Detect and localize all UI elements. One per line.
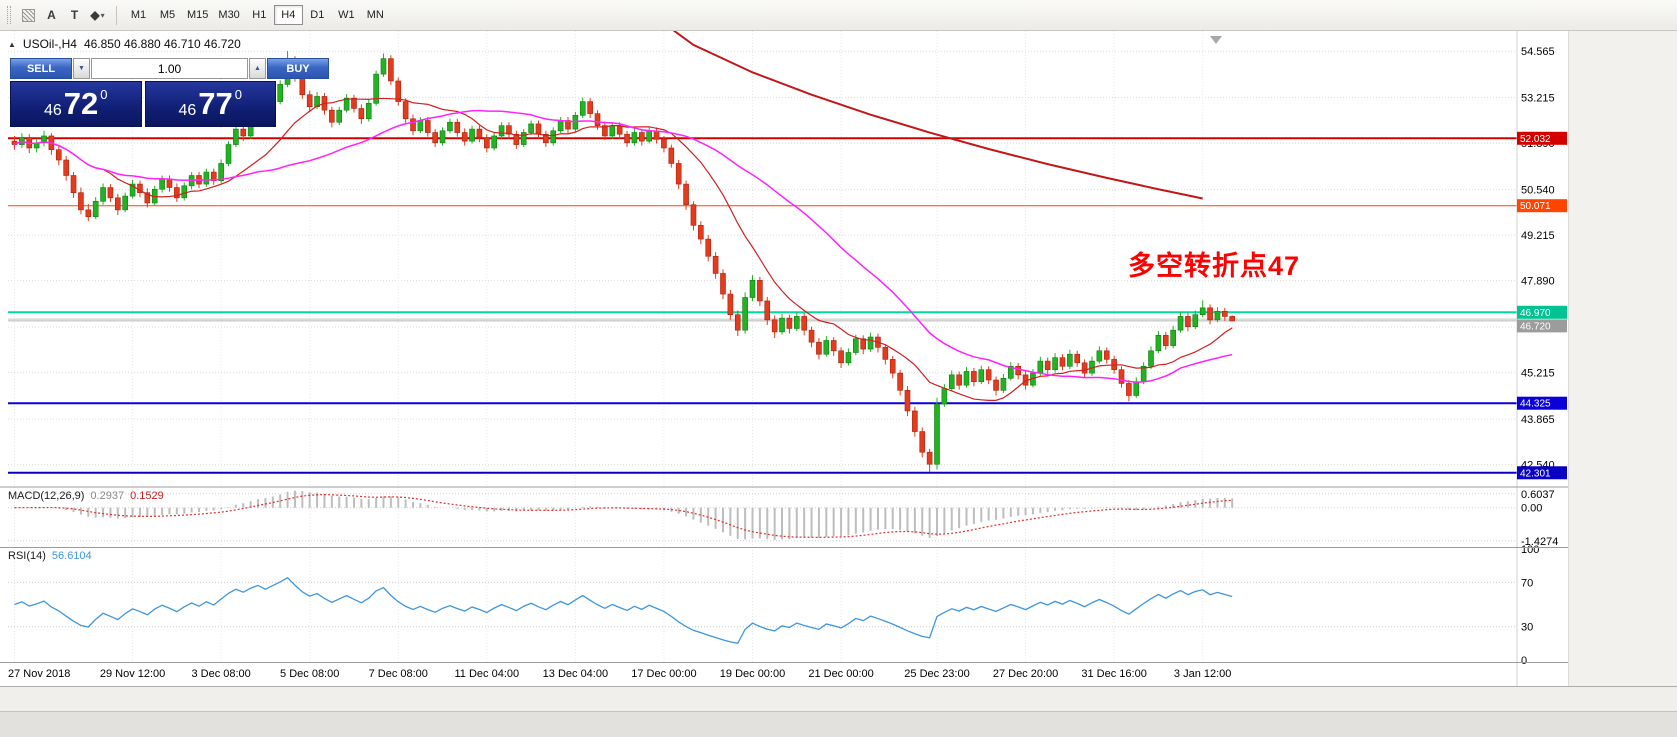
buy-price-display[interactable]: 46 77 0 [144, 81, 276, 127]
price-axis[interactable]: 54.56553.21551.89050.54049.21547.89046.5… [1516, 31, 1568, 686]
text-label-tool-icon[interactable]: T [70, 8, 79, 22]
timeframe-button-m1[interactable]: M1 [130, 9, 147, 21]
horizontal-level-lines [8, 137, 1517, 474]
svg-text:46.970: 46.970 [1520, 308, 1551, 319]
timeframe-button-m15[interactable]: M15 [187, 9, 209, 21]
svg-text:50.071: 50.071 [1520, 201, 1551, 212]
shapes-tool-icon[interactable]: ◆ ▾ [90, 8, 105, 22]
dropdown-caret-icon[interactable]: ▾ [100, 10, 105, 20]
svg-text:17 Dec 00:00: 17 Dec 00:00 [631, 668, 696, 680]
svg-text:27 Nov 2018: 27 Nov 2018 [8, 668, 70, 680]
drawing-tools-group: A T ◆ ▾ [17, 5, 109, 26]
one-click-collapse-icon[interactable]: ▲ [8, 39, 16, 49]
svg-text:100: 100 [1521, 544, 1539, 556]
timeframe-button-w1[interactable]: W1 [338, 9, 355, 21]
buy-price-frac: 0 [234, 87, 242, 102]
timeframe-button-d1[interactable]: D1 [310, 9, 325, 21]
volume-decrease-button[interactable]: ▼ [73, 58, 90, 79]
sell-price-int: 46 [43, 102, 62, 119]
text-tool-icon[interactable]: A [47, 8, 56, 22]
sell-price-frac: 0 [100, 87, 108, 102]
svg-text:53.215: 53.215 [1521, 93, 1555, 105]
timeframe-button-h1[interactable]: H1 [252, 9, 267, 21]
timeframe-button-mn[interactable]: MN [366, 9, 384, 21]
rsi-indicator [8, 576, 1516, 645]
timeframe-button-h4[interactable]: H4 [273, 5, 303, 25]
svg-text:50.540: 50.540 [1521, 185, 1555, 197]
svg-text:11 Dec 04:00: 11 Dec 04:00 [455, 668, 520, 680]
moving-averages [14, 1, 1233, 401]
shift-marker-icon [1210, 36, 1222, 44]
panel-separators [0, 486, 1568, 663]
toolbar: A T ◆ ▾ M1 M5 M15 M30 H1 H4 D1 W1 MN [0, 0, 1677, 31]
svg-text:0.00: 0.00 [1521, 503, 1542, 515]
terminal-edge-strip [0, 711, 1677, 737]
toolbar-separator [116, 5, 117, 25]
price-chart[interactable]: 54.56553.21551.89050.54049.21547.89046.5… [0, 1, 1568, 686]
timeframe-button-m30[interactable]: M30 [218, 9, 240, 21]
rsi-value: 56.6104 [51, 550, 92, 562]
svg-text:47.890: 47.890 [1521, 276, 1555, 288]
buy-price-int: 46 [178, 102, 197, 119]
svg-text:19 Dec 00:00: 19 Dec 00:00 [720, 668, 785, 680]
svg-text:3 Jan 12:00: 3 Jan 12:00 [1174, 668, 1232, 680]
window-bottom-strip [0, 686, 1677, 711]
pattern-tool-icon[interactable] [17, 5, 40, 26]
toolbar-grip[interactable] [7, 6, 11, 24]
hatch-pattern-icon [22, 8, 35, 22]
svg-text:49.215: 49.215 [1521, 230, 1555, 242]
svg-text:45.215: 45.215 [1521, 368, 1555, 380]
svg-text:30: 30 [1521, 622, 1533, 634]
buy-button[interactable]: BUY [267, 58, 329, 79]
macd-main-value: 0.2937 [90, 490, 125, 502]
rsi-indicator-header: RSI(14) 56.6104 [8, 550, 92, 562]
ohlc-values: 46.850 46.880 46.710 46.720 [83, 37, 241, 51]
svg-text:52.032: 52.032 [1520, 134, 1551, 145]
svg-text:46.720: 46.720 [1520, 321, 1551, 332]
sell-price-display[interactable]: 46 72 0 [10, 81, 142, 127]
timeframe-button-m5[interactable]: M5 [159, 9, 176, 21]
svg-text:70: 70 [1521, 577, 1533, 589]
svg-text:0: 0 [1521, 655, 1527, 667]
buy-price-pips: 77 [198, 86, 233, 121]
grid-lines [8, 31, 1516, 662]
macd-indicator [8, 490, 1516, 542]
window-right-filler [1568, 31, 1677, 686]
chart-title: ▲ USOil-,H4 46.850 46.880 46.710 46.720 [8, 37, 241, 51]
svg-text:5 Dec 08:00: 5 Dec 08:00 [280, 668, 339, 680]
chart-area[interactable]: 54.56553.21551.89050.54049.21547.89046.5… [0, 1, 1568, 686]
svg-text:31 Dec 16:00: 31 Dec 16:00 [1081, 668, 1146, 680]
svg-text:13 Dec 04:00: 13 Dec 04:00 [543, 668, 608, 680]
svg-text:25 Dec 23:00: 25 Dec 23:00 [904, 668, 969, 680]
sell-price-pips: 72 [63, 86, 99, 121]
macd-indicator-header: MACD(12,26,9) 0.2937 0.1529 [8, 490, 164, 502]
svg-text:3 Dec 08:00: 3 Dec 08:00 [191, 668, 250, 680]
time-axis[interactable]: 27 Nov 2018 29 Nov 12:00 3 Dec 08:00 5 Dec … [8, 668, 1231, 680]
sell-button[interactable]: SELL [10, 58, 72, 79]
volume-increase-button[interactable]: ▲ [249, 58, 266, 79]
svg-text:42.301: 42.301 [1520, 468, 1551, 479]
macd-name: MACD(12,26,9) [8, 490, 85, 502]
svg-text:-1.4274: -1.4274 [1521, 536, 1558, 548]
volume-input[interactable] [91, 58, 248, 79]
svg-text:21 Dec 00:00: 21 Dec 00:00 [808, 668, 873, 680]
svg-text:54.565: 54.565 [1521, 46, 1555, 58]
svg-text:43.865: 43.865 [1521, 414, 1555, 426]
svg-text:27 Dec 20:00: 27 Dec 20:00 [993, 668, 1058, 680]
rsi-name: RSI(14) [8, 550, 46, 562]
symbol-timeframe-label: USOil-,H4 [22, 37, 77, 51]
svg-text:7 Dec 08:00: 7 Dec 08:00 [369, 668, 428, 680]
svg-text:0.6037: 0.6037 [1521, 489, 1555, 501]
chart-text-annotation: 多空转折点47 [1128, 251, 1301, 281]
timeframe-buttons: M1 M5 M15 M30 H1 H4 D1 W1 MN [124, 5, 390, 25]
svg-text:29 Nov 12:00: 29 Nov 12:00 [100, 668, 165, 680]
one-click-trading-panel: SELL ▼ ▲ BUY 46 72 0 46 77 0 [10, 58, 329, 127]
svg-text:44.325: 44.325 [1520, 399, 1551, 410]
price-tags: 52.032 50.071 46.970 44.325 42.301 46.720 [1517, 131, 1567, 480]
macd-signal-value: 0.1529 [130, 490, 164, 502]
